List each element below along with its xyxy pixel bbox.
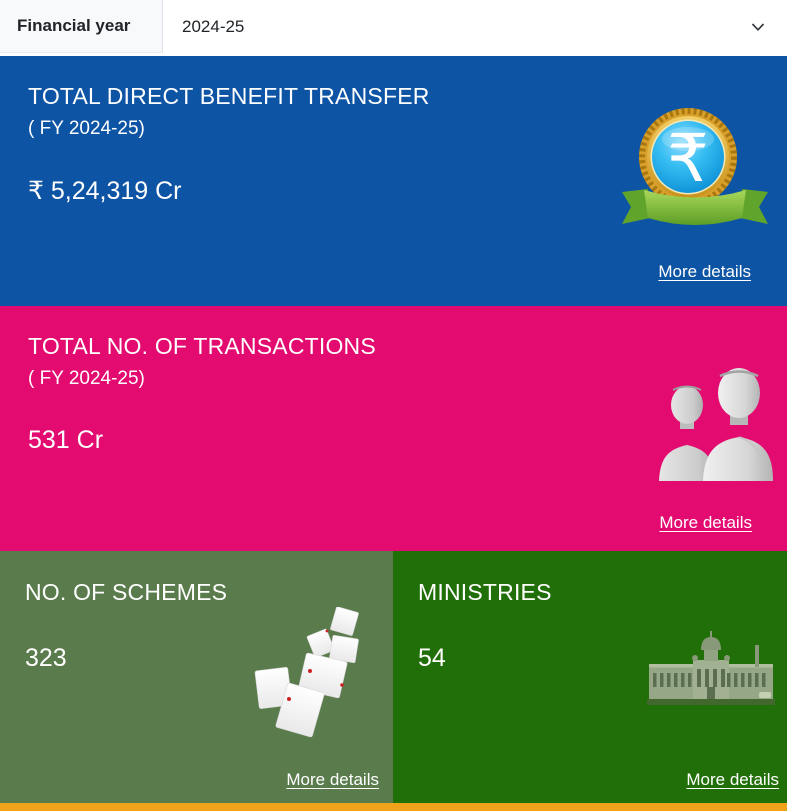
financial-year-dropdown[interactable]: 2024-25	[163, 0, 787, 53]
card-ministries-value: 54	[418, 644, 446, 672]
flying-papers-icon	[254, 607, 359, 738]
card-ministries: MINISTRIES 54	[393, 551, 787, 803]
card-total-dbt-title: TOTAL DIRECT BENEFIT TRANSFER	[28, 83, 430, 109]
card-transactions-subtitle: ( FY 2024-25)	[28, 368, 145, 389]
svg-text:₹: ₹	[667, 120, 709, 197]
more-details-link-ministries[interactable]: More details	[686, 770, 779, 789]
more-details-link-schemes[interactable]: More details	[286, 770, 379, 789]
more-details-link-dbt[interactable]: More details	[658, 262, 751, 281]
card-schemes: NO. OF SCHEMES 323	[0, 551, 393, 803]
card-schemes-value: 323	[25, 644, 67, 672]
people-busts-icon	[659, 368, 773, 481]
card-total-dbt-value: ₹ 5,24,319 Cr	[28, 177, 182, 205]
card-total-dbt-subtitle: ( FY 2024-25)	[28, 118, 145, 139]
government-building-icon	[647, 631, 775, 705]
financial-year-selected-value: 2024-25	[182, 16, 245, 36]
green-cards-row: NO. OF SCHEMES 323	[0, 551, 787, 803]
card-total-transactions: TOTAL NO. OF TRANSACTIONS ( FY 2024-25) …	[0, 306, 787, 551]
card-transactions-title: TOTAL NO. OF TRANSACTIONS	[28, 333, 376, 359]
financial-year-bar: Financial year 2024-25	[0, 0, 787, 56]
rupee-medal-icon: ₹	[622, 108, 768, 225]
financial-year-label: Financial year	[0, 0, 163, 53]
bottom-accent-strip	[0, 803, 787, 811]
more-details-link-transactions[interactable]: More details	[659, 513, 752, 532]
card-transactions-value: 531 Cr	[28, 426, 104, 454]
card-ministries-title: MINISTRIES	[418, 579, 552, 605]
chevron-down-icon	[751, 22, 765, 31]
card-total-dbt: TOTAL DIRECT BENEFIT TRANSFER ( FY 2024-…	[0, 56, 787, 306]
card-schemes-title: NO. OF SCHEMES	[25, 579, 228, 605]
